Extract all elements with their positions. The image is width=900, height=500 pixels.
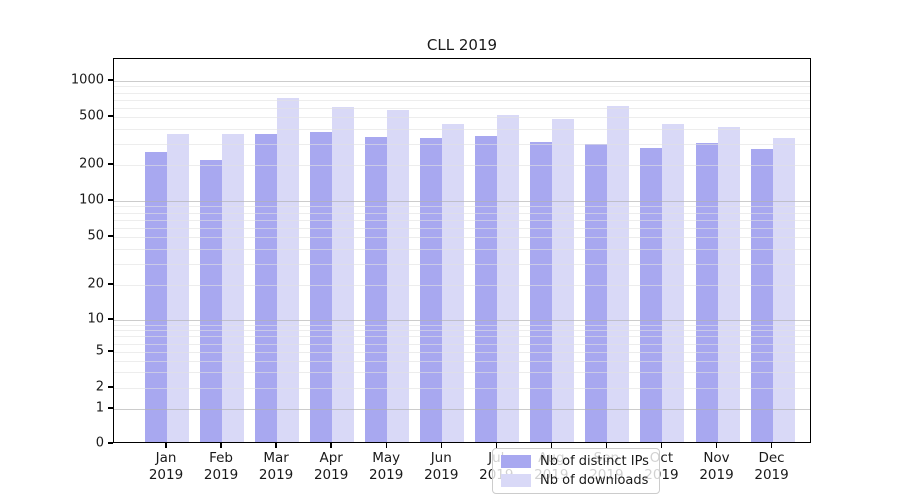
- y-tick-label: 20: [87, 276, 104, 292]
- bar-distinct-ips-mar: [255, 133, 278, 442]
- x-tick-mark: [220, 443, 222, 448]
- y-tick-label: 200: [79, 156, 104, 172]
- legend-label: Nb of distinct IPs: [540, 454, 649, 469]
- y-tick-label: 1: [95, 400, 104, 416]
- y-tick-mark: [108, 163, 113, 165]
- x-tick-mark: [770, 443, 773, 448]
- legend-swatch-distinct-ips: [501, 455, 531, 468]
- y-tick-label: 10: [87, 311, 104, 327]
- bar-distinct-ips-dec: [750, 149, 773, 442]
- x-tick-label: Jan 2019: [148, 450, 184, 483]
- bar-distinct-ips-feb: [200, 160, 223, 442]
- legend-item-downloads: Nb of downloads: [501, 473, 651, 488]
- x-tick-mark: [275, 443, 277, 448]
- bar-distinct-ips-nov: [695, 142, 718, 442]
- y-tick-label: 100: [79, 192, 104, 208]
- bar-distinct-ips-sep: [585, 144, 608, 442]
- x-tick-mark: [385, 443, 387, 448]
- y-tick-label: 5: [95, 343, 104, 359]
- x-tick-label: Mar 2019: [258, 450, 294, 483]
- bar-downloads-apr: [332, 106, 355, 442]
- y-tick-mark: [108, 199, 113, 201]
- x-tick-label: Dec 2019: [754, 450, 789, 483]
- x-tick-label: Nov 2019: [699, 450, 734, 483]
- bar-downloads-dec: [772, 138, 795, 442]
- bar-distinct-ips-may: [365, 136, 388, 442]
- y-tick-mark: [108, 115, 113, 117]
- y-tick-mark: [108, 350, 113, 352]
- bar-distinct-ips-oct: [640, 148, 663, 442]
- bar-distinct-ips-jan: [145, 152, 167, 442]
- bar-downloads-nov: [717, 126, 740, 442]
- plot-area: Nb of distinct IPs Nb of downloads: [113, 58, 811, 494]
- bar-distinct-ips-apr: [310, 131, 333, 442]
- x-tick-mark: [495, 443, 497, 448]
- x-tick-mark: [165, 443, 167, 448]
- y-tick-mark: [108, 235, 113, 237]
- y-tick-label: 1000: [70, 72, 104, 88]
- chart-title: CLL 2019: [426, 36, 498, 54]
- bar-distinct-ips-jul: [475, 136, 498, 442]
- bar-downloads-jan: [167, 133, 189, 442]
- y-tick-mark: [108, 407, 113, 409]
- legend: Nb of distinct IPs Nb of downloads: [492, 448, 660, 494]
- x-tick-mark: [330, 443, 332, 448]
- legend-label: Nb of downloads: [540, 473, 649, 488]
- bar-downloads-sep: [607, 105, 630, 442]
- y-tick-mark: [108, 283, 113, 285]
- bar-downloads-jun: [442, 123, 465, 442]
- x-tick-mark: [715, 443, 718, 448]
- bar-downloads-may: [387, 110, 410, 442]
- x-tick-mark: [440, 443, 442, 448]
- y-tick-mark: [108, 386, 113, 388]
- y-tick-mark: [108, 318, 113, 320]
- bar-downloads-mar: [277, 98, 300, 442]
- bar-distinct-ips-aug: [530, 141, 553, 442]
- x-tick-mark: [550, 443, 553, 448]
- legend-item-distinct-ips: Nb of distinct IPs: [501, 454, 651, 469]
- bar-downloads-oct: [662, 124, 685, 442]
- bar-downloads-aug: [552, 118, 575, 442]
- x-tick-label: Jun 2019: [424, 450, 459, 483]
- bar-downloads-feb: [222, 133, 245, 442]
- y-tick-mark: [108, 442, 113, 444]
- y-tick-label: 500: [79, 108, 104, 124]
- bar-downloads-jul: [497, 115, 520, 442]
- x-tick-mark: [660, 443, 663, 448]
- legend-swatch-downloads: [501, 474, 531, 487]
- y-tick-mark: [108, 79, 113, 81]
- x-tick-label: May 2019: [369, 450, 404, 483]
- x-tick-label: Feb 2019: [203, 450, 239, 483]
- x-tick-label: Apr 2019: [313, 450, 349, 483]
- x-tick-mark: [605, 443, 608, 448]
- bars-layer: [114, 59, 810, 442]
- y-tick-label: 50: [87, 228, 104, 244]
- y-tick-label: 0: [95, 435, 104, 451]
- y-tick-label: 2: [95, 379, 104, 395]
- bar-distinct-ips-jun: [420, 137, 443, 442]
